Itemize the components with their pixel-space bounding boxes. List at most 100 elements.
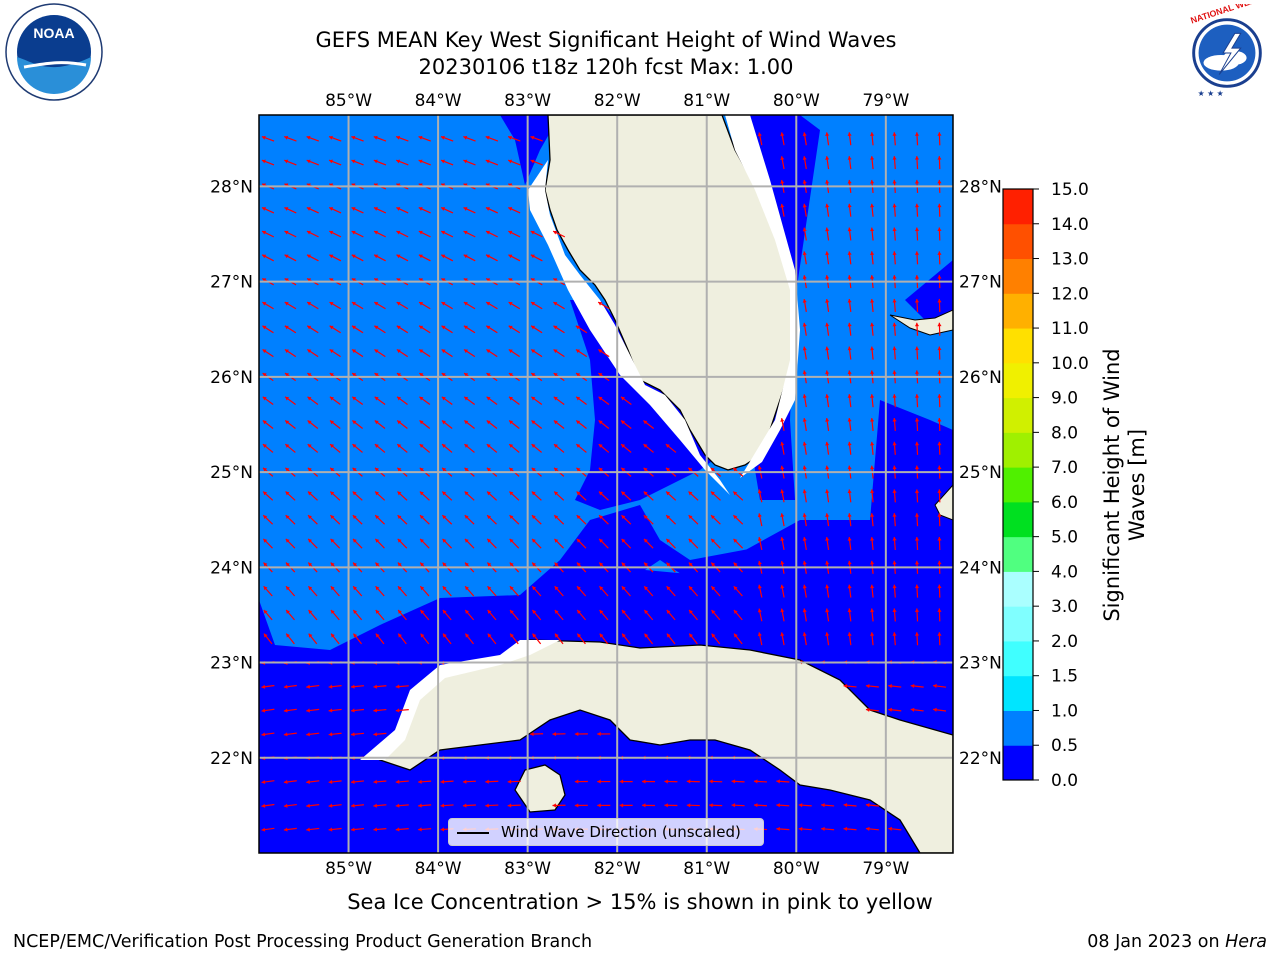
wind-arrow	[418, 779, 432, 784]
colorbar-tick-label: 0.5	[1051, 736, 1078, 756]
lat-tick-label: 24°N	[210, 558, 253, 578]
wind-arrow	[508, 254, 521, 262]
wind-arrow	[531, 538, 542, 549]
wind-arrow	[509, 609, 519, 621]
wind-arrow	[374, 514, 385, 525]
wind-arrow	[509, 585, 519, 597]
wind-arrow	[620, 396, 632, 406]
wind-arrow	[599, 585, 609, 597]
colorbar-segment	[1003, 501, 1033, 538]
wind-arrow	[802, 441, 807, 455]
wind-arrow	[329, 230, 342, 238]
colorbar-segment	[1003, 258, 1033, 294]
wind-arrow	[825, 536, 830, 551]
wind-arrow	[530, 325, 543, 334]
wind-arrow	[351, 396, 364, 406]
wind-arrow	[621, 633, 631, 645]
wind-arrow	[373, 206, 387, 214]
lon-tick-label: 84°W	[415, 859, 462, 879]
wind-arrow	[937, 632, 942, 646]
land-cuba	[378, 639, 953, 853]
wind-arrow	[598, 443, 610, 453]
legend: Wind Wave Direction (unscaled)	[448, 818, 764, 846]
wind-arrow	[261, 159, 275, 166]
wind-arrow	[552, 731, 566, 737]
wind-arrow	[847, 298, 852, 312]
wind-arrow	[350, 708, 365, 713]
wind-arrow	[373, 684, 387, 689]
wind-arrow	[375, 609, 385, 621]
land-bahamas	[889, 309, 953, 336]
wind-arrow	[283, 732, 297, 737]
wind-arrow	[642, 779, 656, 784]
colorbar-segment	[1003, 397, 1033, 433]
wind-arrow	[441, 325, 453, 334]
wind-arrow	[620, 491, 632, 501]
wind-arrow	[418, 803, 432, 808]
wind-arrow	[462, 779, 476, 784]
wind-arrow	[397, 538, 408, 549]
wind-arrow	[396, 301, 409, 310]
wind-arrow	[847, 441, 852, 455]
wind-arrow	[892, 536, 897, 551]
wind-arrow	[396, 348, 409, 358]
colorbar-tick-label: 6.0	[1051, 493, 1078, 513]
wind-arrow	[306, 230, 319, 238]
wind-arrow	[306, 301, 319, 310]
wind-arrow	[306, 159, 319, 166]
wind-arrow	[870, 513, 875, 527]
wind-arrow	[914, 132, 920, 146]
wind-arrow	[397, 633, 407, 645]
wind-arrow	[328, 827, 342, 832]
wind-arrow	[598, 348, 610, 358]
lon-tick-label: 83°W	[504, 859, 551, 879]
wind-arrow	[463, 348, 476, 358]
wind-arrow	[798, 803, 812, 808]
wind-arrow	[888, 683, 902, 689]
wind-arrow	[553, 325, 565, 334]
wind-arrow	[284, 159, 297, 166]
wind-arrow	[825, 632, 830, 646]
wind-arrow	[375, 585, 385, 597]
wind-arrow	[798, 826, 812, 832]
wind-arrow	[330, 514, 341, 525]
wind-arrow	[485, 159, 499, 166]
wind-arrow	[825, 227, 830, 241]
wind-arrow	[396, 230, 409, 238]
wind-arrow	[870, 346, 875, 360]
wind-arrow	[283, 827, 297, 832]
wind-arrow	[373, 803, 387, 808]
wind-arrow	[486, 491, 498, 501]
wind-arrow	[937, 251, 942, 265]
wind-arrow	[825, 489, 830, 503]
wind-arrow	[351, 348, 364, 358]
wind-arrow	[308, 633, 318, 645]
wind-arrow	[261, 803, 275, 808]
wind-arrow	[688, 633, 698, 645]
wind-arrow	[937, 441, 942, 455]
colorbar-segment	[1003, 293, 1033, 329]
wind-arrow	[574, 803, 588, 808]
footer-date: 08 Jan 2023 on Hera	[1087, 932, 1267, 952]
wind-arrow	[485, 230, 498, 238]
wind-arrow	[847, 584, 852, 598]
colorbar-tick-label: 1.5	[1051, 667, 1078, 687]
wind-arrow	[397, 491, 408, 501]
wind-arrow	[441, 420, 453, 429]
wind-arrow	[892, 513, 897, 527]
wind-arrow	[757, 537, 763, 550]
wind-arrow	[892, 298, 897, 312]
wind-arrow	[732, 491, 744, 501]
wind-arrow	[710, 491, 721, 501]
wind-arrow	[847, 346, 852, 360]
wind-arrow	[757, 584, 763, 598]
wind-arrow	[328, 708, 342, 713]
wind-arrow	[937, 346, 942, 360]
wind-arrow	[464, 443, 475, 453]
wind-arrow	[285, 633, 295, 645]
wind-arrow	[825, 441, 830, 455]
wind-arrow	[441, 301, 453, 310]
wind-arrow	[552, 803, 566, 808]
wind-arrow	[599, 633, 609, 645]
wind-arrow	[825, 394, 830, 408]
